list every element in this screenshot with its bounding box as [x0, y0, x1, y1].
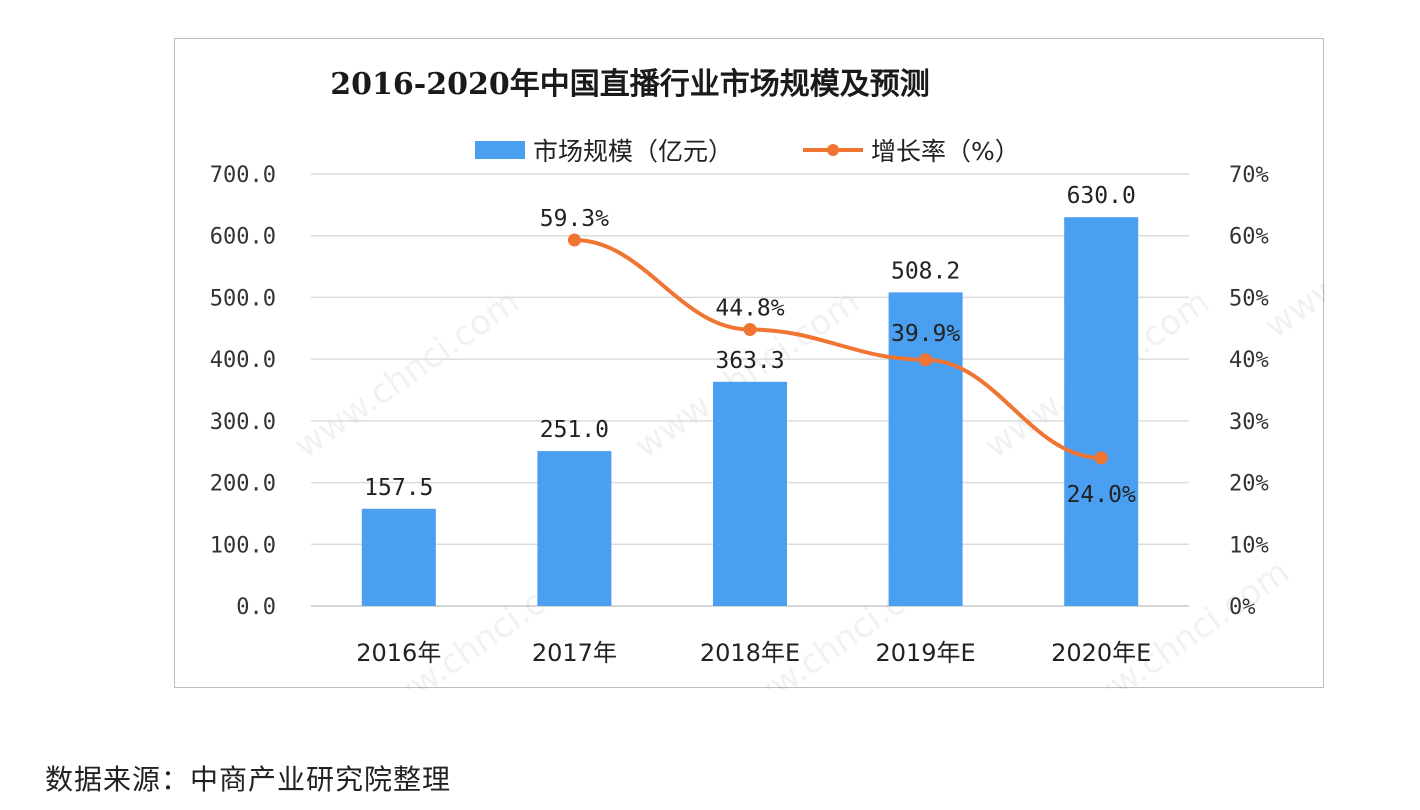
- y-left-tick-4: 400.0: [210, 348, 276, 373]
- bar-label-1: 251.0: [540, 417, 609, 443]
- watermark-layer: www.chnci.com www.chnci.comwww.chnci.comw…: [287, 162, 1325, 689]
- y-right-tick-3: 30%: [1229, 410, 1269, 435]
- bar-0: [361, 508, 436, 606]
- y-right-tick-0: 0%: [1229, 595, 1256, 620]
- line-label-1: 59.3%: [540, 206, 609, 232]
- y-right-tick-2: 20%: [1229, 472, 1269, 497]
- bar-3: [888, 292, 963, 606]
- bar-series: [361, 217, 1139, 606]
- source-note: 数据来源：中商产业研究院整理: [45, 763, 452, 796]
- line-data-labels: 59.3% 44.8% 39.9% 24.0%: [540, 206, 1136, 508]
- y-right-tick-7: 70%: [1229, 163, 1269, 188]
- line-point-2: [743, 323, 757, 337]
- line-label-4: 24.0%: [1067, 482, 1136, 508]
- chart-frame: www.chnci.com www.chnci.com www.chnci.com w…: [174, 38, 1325, 689]
- legend-label-market-size: 市场规模（亿元）: [533, 137, 733, 166]
- y-left-tick-5: 500.0: [210, 286, 276, 311]
- y-left-tick-1: 100.0: [210, 533, 276, 558]
- line-point-3: [919, 353, 933, 367]
- line-point-4: [1094, 451, 1108, 465]
- y-axis-right: 0% 10% 20% 30% 40% 50% 60% 70%: [1229, 163, 1269, 620]
- bar-label-0: 157.5: [364, 475, 433, 501]
- y-axis-left: 0.0 100.0 200.0 300.0 400.0 500.0 600.0 700.0: [210, 163, 276, 620]
- chart-title: 2016-2020年中国直播行业市场规模及预测: [330, 67, 929, 102]
- bar-2: [713, 381, 787, 606]
- x-tick-1: 2017年: [532, 639, 617, 667]
- x-tick-2: 2018年E: [700, 639, 800, 667]
- bar-label-2: 363.3: [715, 348, 784, 374]
- legend: 市场规模（亿元） 增长率（%）: [475, 137, 1020, 166]
- y-right-tick-5: 50%: [1229, 286, 1269, 311]
- bar-data-labels: 157.5 251.0 363.3 508.2 630.0: [364, 183, 1136, 501]
- y-left-tick-7: 700.0: [210, 163, 276, 188]
- y-left-tick-2: 200.0: [210, 472, 276, 497]
- line-series: [567, 233, 1108, 465]
- y-left-tick-3: 300.0: [210, 410, 276, 435]
- legend-label-growth-rate: 增长率（%）: [871, 137, 1020, 166]
- line-point-1: [567, 233, 581, 247]
- y-right-tick-1: 10%: [1229, 533, 1269, 558]
- line-label-2: 44.8%: [715, 296, 784, 322]
- combo-chart: www.chnci.com www.chnci.comwww.chnci.comw…: [210, 67, 1325, 689]
- y-left-tick-6: 600.0: [210, 225, 276, 250]
- bar-label-4: 630.0: [1067, 183, 1136, 209]
- y-right-tick-6: 60%: [1229, 225, 1269, 250]
- growth-line: [574, 238, 1102, 460]
- legend-swatch-marker: [827, 144, 839, 156]
- legend-swatch-bar: [475, 141, 525, 159]
- y-left-tick-0: 0.0: [236, 595, 276, 620]
- watermark-0: www.chnci.com: [287, 282, 527, 466]
- x-axis: 2016年 2017年 2018年E 2019年E 2020年E: [356, 639, 1151, 667]
- watermark-3: www.chnci.com: [1257, 162, 1325, 346]
- bar-1: [537, 451, 612, 606]
- line-label-3: 39.9%: [891, 321, 960, 347]
- x-tick-4: 2020年E: [1051, 639, 1151, 667]
- y-right-tick-4: 40%: [1229, 348, 1269, 373]
- bar-label-3: 508.2: [891, 258, 960, 284]
- bar-4: [1064, 217, 1139, 606]
- x-tick-0: 2016年: [356, 639, 441, 667]
- x-tick-3: 2019年E: [875, 639, 975, 667]
